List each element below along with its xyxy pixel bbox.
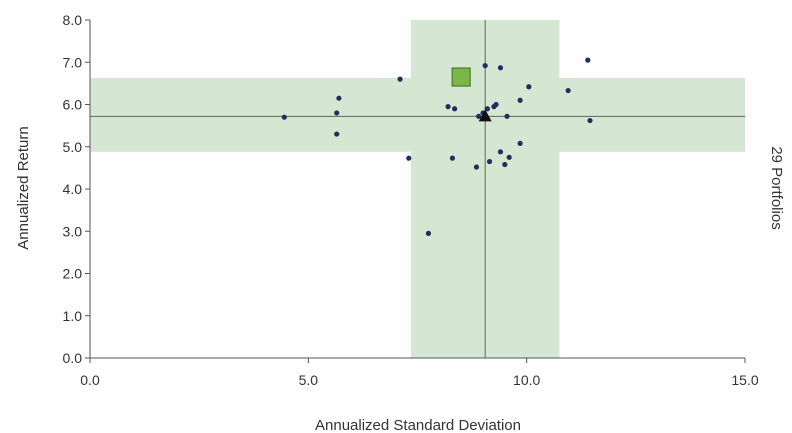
data-point — [425, 230, 432, 236]
data-point — [493, 101, 499, 108]
data-point — [497, 149, 504, 155]
benchmark-triangle — [478, 109, 492, 122]
data-point — [334, 110, 340, 116]
data-point — [334, 131, 340, 137]
y-axis-label: Annualized Return — [15, 126, 32, 249]
crosshair-lines — [90, 20, 745, 358]
data-points — [281, 57, 593, 236]
data-point — [517, 140, 523, 146]
data-point — [476, 113, 482, 119]
data-point — [502, 161, 508, 168]
risk-return-bands — [90, 20, 745, 358]
data-point — [506, 154, 512, 160]
data-point — [585, 57, 591, 63]
y-tick-label: 4.0 — [63, 181, 83, 197]
data-point — [504, 113, 510, 119]
x-tick-label: 10.0 — [513, 372, 540, 388]
selected-portfolio-square — [451, 67, 471, 87]
x-axis-label: Annualized Standard Deviation — [315, 417, 521, 433]
y-tick-label: 2.0 — [63, 266, 83, 282]
x-tick-label: 0.0 — [80, 372, 100, 388]
y-tick-label: 1.0 — [63, 308, 83, 324]
y-tick-label: 5.0 — [63, 139, 83, 155]
data-point — [397, 76, 403, 82]
data-point — [445, 104, 451, 110]
horizontal-band — [90, 77, 745, 152]
y-tick-label: 0.0 — [63, 350, 83, 366]
x-tick-label: 5.0 — [299, 372, 319, 388]
y-tick-label: 7.0 — [63, 54, 83, 70]
portfolio-count-label: 29 Portfolios — [768, 146, 785, 229]
data-point — [565, 87, 571, 94]
highlight-markers — [451, 67, 492, 122]
y-tick-label: 8.0 — [63, 12, 83, 28]
y-tick-label: 3.0 — [63, 223, 83, 239]
x-tick-label: 15.0 — [731, 372, 758, 388]
data-point — [484, 106, 490, 112]
data-point — [449, 155, 456, 161]
data-point — [526, 84, 532, 90]
tick-labels: 0.0 1.0 2.0 3.0 4.0 5.0 6.0 7.0 8.0 0.0 5.0 10.0 15.… — [63, 12, 759, 388]
y-tick-label: 6.0 — [63, 97, 83, 113]
data-point — [486, 158, 493, 165]
data-point — [482, 63, 488, 69]
data-point — [473, 164, 480, 170]
data-point — [452, 106, 458, 112]
data-point — [587, 117, 593, 124]
data-point — [336, 95, 342, 101]
data-point — [406, 155, 412, 161]
data-point — [281, 114, 287, 120]
data-point — [497, 65, 504, 71]
data-point — [517, 97, 523, 103]
